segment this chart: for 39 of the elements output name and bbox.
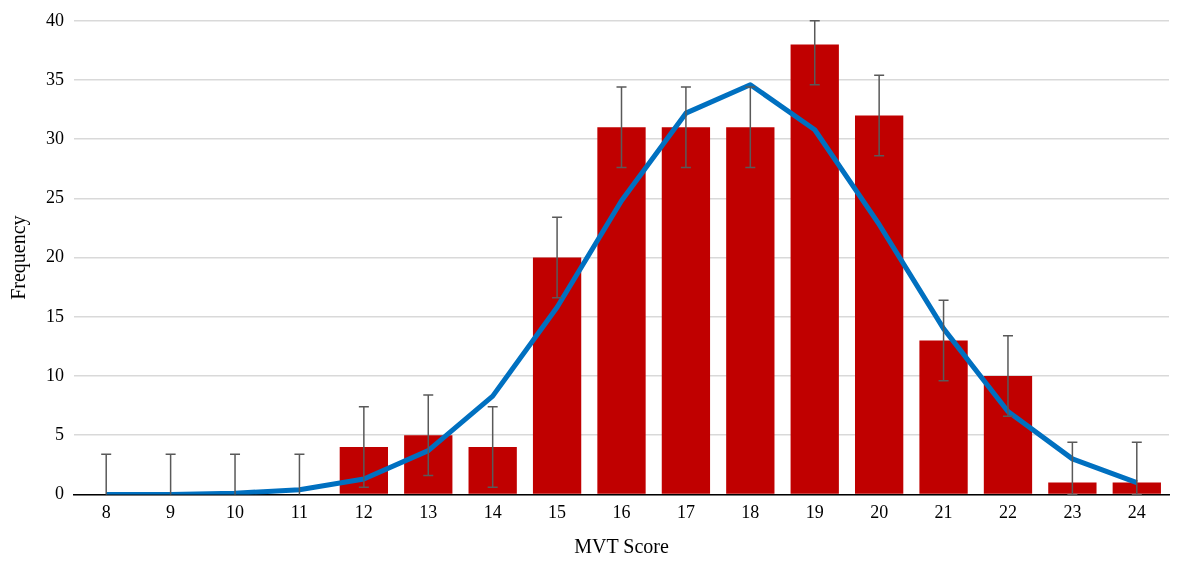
x-tick-label: 12 [354, 501, 373, 522]
y-tick-label: 25 [46, 187, 64, 208]
bar [790, 44, 839, 494]
y-tick-label: 40 [46, 9, 64, 30]
x-tick-label: 13 [419, 501, 438, 522]
bar [661, 127, 711, 494]
y-tick-label: 5 [55, 423, 64, 444]
x-tick-label: 14 [483, 501, 502, 522]
x-tick-label: 24 [1127, 501, 1146, 522]
y-tick-label: 0 [55, 483, 64, 504]
x-tick-label: 17 [676, 501, 695, 522]
y-tick-label: 10 [46, 364, 64, 385]
x-tick-label: 10 [226, 501, 245, 522]
x-tick-label: 8 [101, 501, 111, 522]
bar [532, 257, 582, 494]
x-tick-label: 22 [998, 501, 1017, 522]
y-tick-label: 35 [46, 68, 64, 89]
bar [1112, 482, 1161, 494]
x-tick-label: 11 [290, 501, 309, 522]
y-tick-label: 20 [46, 246, 64, 267]
y-axis-title: Frequency [7, 215, 31, 300]
x-tick-label: 9 [166, 501, 176, 522]
x-axis-title: MVT Score [574, 535, 669, 558]
bar [919, 340, 968, 494]
bar [1048, 482, 1097, 494]
x-tick-label: 16 [612, 501, 631, 522]
x-tick-label: 20 [870, 501, 889, 522]
bar [854, 115, 904, 494]
x-tick-label: 23 [1063, 501, 1082, 522]
x-tick-label: 18 [741, 501, 760, 522]
x-tick-label: 21 [934, 501, 953, 522]
x-tick-label: 19 [805, 501, 824, 522]
x-tick-label: 15 [548, 501, 567, 522]
bar [597, 127, 646, 494]
bar [468, 447, 517, 494]
y-tick-label: 15 [46, 305, 64, 326]
y-tick-label: 30 [46, 127, 64, 148]
bar [983, 376, 1033, 494]
bar [726, 127, 775, 494]
